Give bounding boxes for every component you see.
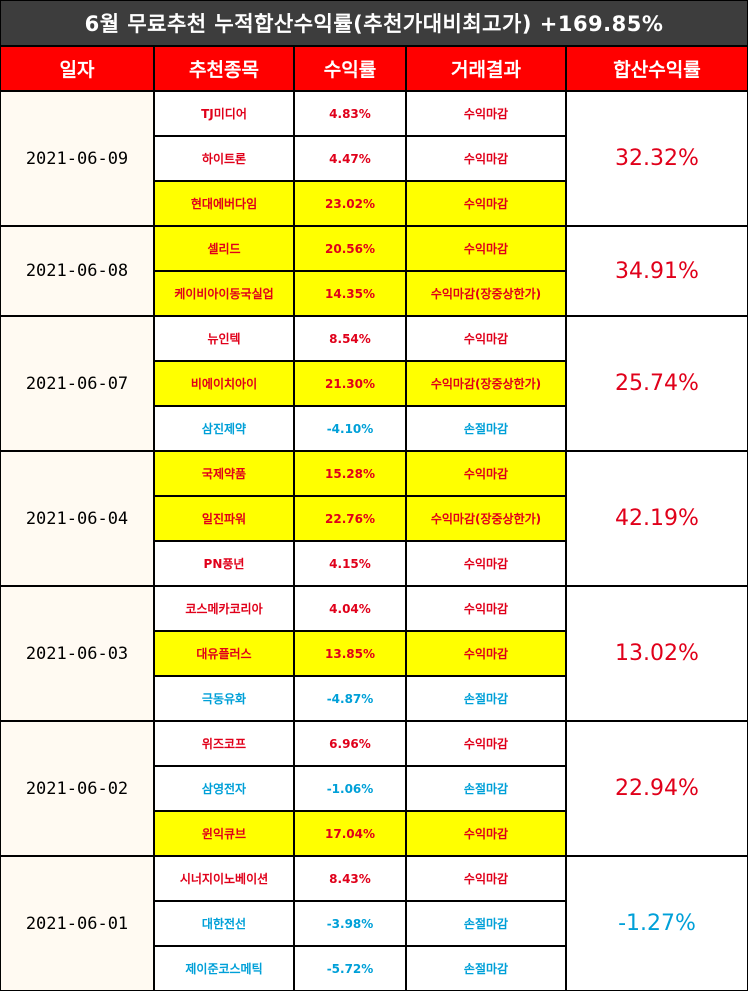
- return-rate: 21.30%: [295, 362, 405, 405]
- stock-name: 삼영전자: [155, 767, 293, 810]
- stock-name: 뉴인텍: [155, 317, 293, 360]
- stock-name: 현대에버다임: [155, 182, 293, 225]
- stock-name: 대유플러스: [155, 632, 293, 675]
- trade-result: 손절마감: [407, 767, 565, 810]
- trade-result: 수익마감: [407, 92, 565, 135]
- header-result: 거래결과: [407, 47, 565, 90]
- return-rate: 8.43%: [295, 857, 405, 900]
- date-cell: 2021-06-02: [1, 722, 153, 855]
- return-rate: 8.54%: [295, 317, 405, 360]
- header-total: 합산수익률: [567, 47, 747, 90]
- return-rate: 23.02%: [295, 182, 405, 225]
- trade-result: 수익마감: [407, 857, 565, 900]
- stock-name: 하이트론: [155, 137, 293, 180]
- stock-name: 국제약품: [155, 452, 293, 495]
- trade-result: 손절마감: [407, 407, 565, 450]
- return-rate: -4.10%: [295, 407, 405, 450]
- date-cell: 2021-06-08: [1, 227, 153, 315]
- total-return-cell: 42.19%: [567, 452, 747, 585]
- stock-name: 대한전선: [155, 902, 293, 945]
- total-return-cell: 25.74%: [567, 317, 747, 450]
- date-cell: 2021-06-03: [1, 587, 153, 720]
- stock-name: 제이준코스메틱: [155, 947, 293, 990]
- trade-result: 손절마감: [407, 677, 565, 720]
- stock-name: 셀리드: [155, 227, 293, 270]
- header-rate: 수익률: [295, 47, 405, 90]
- stock-name: PN풍년: [155, 542, 293, 585]
- trade-result: 손절마감: [407, 947, 565, 990]
- date-cell: 2021-06-01: [1, 857, 153, 990]
- return-rate: 17.04%: [295, 812, 405, 855]
- header-stock: 추천종목: [155, 47, 293, 90]
- stock-name: 시너지이노베이션: [155, 857, 293, 900]
- return-rate: 13.85%: [295, 632, 405, 675]
- stock-name: 케이비아이동국실업: [155, 272, 293, 315]
- total-return-cell: 34.91%: [567, 227, 747, 315]
- stock-name: TJ미디어: [155, 92, 293, 135]
- return-rate: 4.83%: [295, 92, 405, 135]
- header-date: 일자: [1, 47, 153, 90]
- return-rate: 22.76%: [295, 497, 405, 540]
- return-rate: -3.98%: [295, 902, 405, 945]
- return-rate: 15.28%: [295, 452, 405, 495]
- total-return-cell: -1.27%: [567, 857, 747, 990]
- stock-name: 위즈코프: [155, 722, 293, 765]
- stock-name: 일진파워: [155, 497, 293, 540]
- trade-result: 수익마감: [407, 722, 565, 765]
- trade-result: 수익마감(장중상한가): [407, 272, 565, 315]
- trade-result: 수익마감: [407, 812, 565, 855]
- table-title: 6월 무료추천 누적합산수익률(추천가대비최고가) +169.85%: [1, 1, 747, 45]
- stock-name: 코스메카코리아: [155, 587, 293, 630]
- stock-name: 삼진제약: [155, 407, 293, 450]
- total-return-cell: 13.02%: [567, 587, 747, 720]
- return-rate: 6.96%: [295, 722, 405, 765]
- trade-result: 손절마감: [407, 902, 565, 945]
- return-rate: -5.72%: [295, 947, 405, 990]
- trade-result: 수익마감: [407, 587, 565, 630]
- trade-result: 수익마감(장중상한가): [407, 497, 565, 540]
- stock-name: 극동유화: [155, 677, 293, 720]
- date-cell: 2021-06-04: [1, 452, 153, 585]
- return-rate: 4.47%: [295, 137, 405, 180]
- trade-result: 수익마감: [407, 182, 565, 225]
- trade-result: 수익마감: [407, 452, 565, 495]
- return-rate: 20.56%: [295, 227, 405, 270]
- date-cell: 2021-06-07: [1, 317, 153, 450]
- trade-result: 수익마감: [407, 317, 565, 360]
- total-return-cell: 22.94%: [567, 722, 747, 855]
- stock-name: 윈익큐브: [155, 812, 293, 855]
- date-cell: 2021-06-09: [1, 92, 153, 225]
- trade-result: 수익마감: [407, 632, 565, 675]
- total-return-cell: 32.32%: [567, 92, 747, 225]
- trade-result: 수익마감: [407, 227, 565, 270]
- return-rate: -4.87%: [295, 677, 405, 720]
- trade-result: 수익마감: [407, 137, 565, 180]
- return-rate: -1.06%: [295, 767, 405, 810]
- trade-result: 수익마감: [407, 542, 565, 585]
- trade-result: 수익마감(장중상한가): [407, 362, 565, 405]
- stock-name: 비에이치아이: [155, 362, 293, 405]
- return-rate: 4.15%: [295, 542, 405, 585]
- return-rate: 14.35%: [295, 272, 405, 315]
- return-rate: 4.04%: [295, 587, 405, 630]
